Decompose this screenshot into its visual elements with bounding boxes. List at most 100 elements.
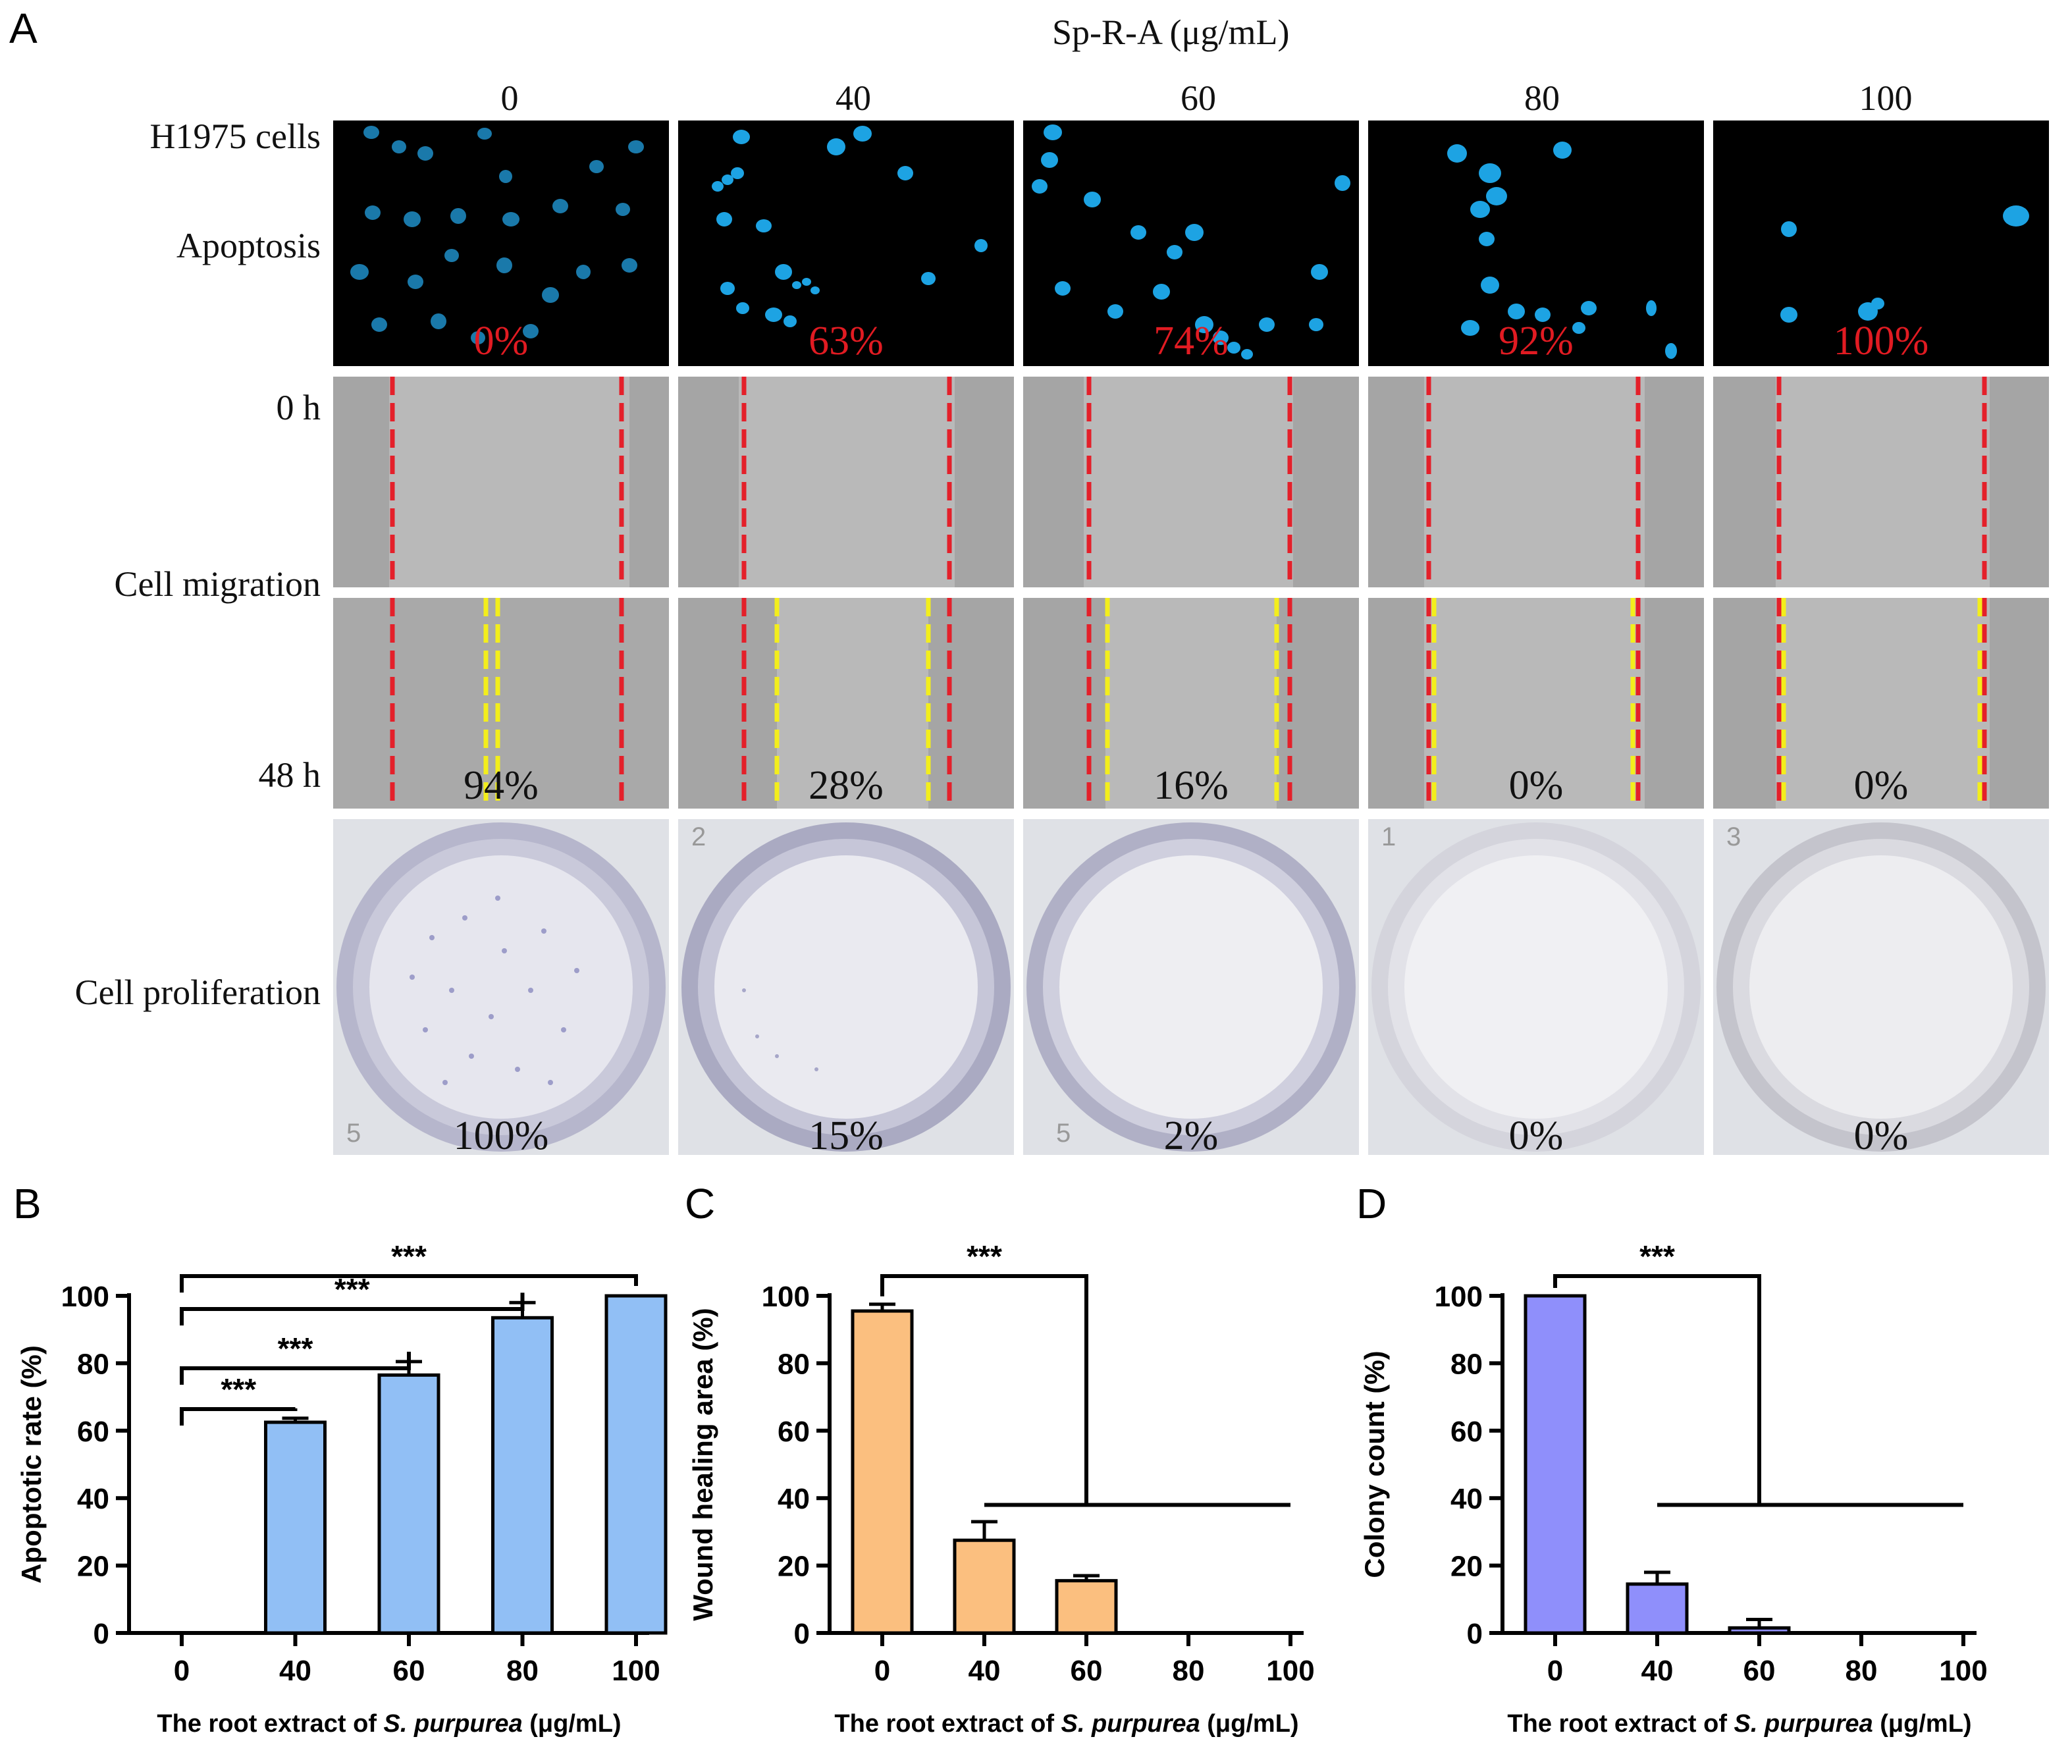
colony-well-image: 5 2% bbox=[1023, 819, 1359, 1155]
significance-bracket bbox=[180, 1407, 298, 1426]
charts-row: B 0 20 40 60 80 100 0 40 60 80 100 *** *** *** *** Apopt… bbox=[0, 1172, 2072, 1761]
colony-percent: 100% bbox=[453, 1113, 549, 1155]
well-number: 5 bbox=[346, 1119, 361, 1148]
concentration-label: 0 bbox=[500, 78, 519, 118]
wound-lines bbox=[1713, 598, 2049, 809]
colony-percent: 0% bbox=[1853, 1113, 1909, 1155]
x-axis-label-unit: (μg/mL) bbox=[1873, 1710, 1972, 1738]
bar bbox=[953, 1538, 1016, 1635]
x-axis-label: The root extract of S. purpurea (μg/mL) bbox=[157, 1710, 621, 1738]
x-axis-label-species: S. purpurea bbox=[384, 1710, 523, 1738]
colony-percent: 15% bbox=[809, 1113, 884, 1155]
migration-percent: 16% bbox=[1154, 763, 1229, 808]
bar bbox=[1626, 1582, 1689, 1635]
y-tick-label: 20 bbox=[77, 1551, 109, 1583]
x-tick-label: 80 bbox=[1173, 1655, 1205, 1687]
concentration-label: 80 bbox=[1524, 78, 1560, 118]
x-axis-label-species: S. purpurea bbox=[1734, 1710, 1873, 1738]
apoptosis-image: 0% bbox=[333, 120, 669, 366]
apoptosis-image: 63% bbox=[678, 120, 1014, 366]
x-axis-label-prefix: The root extract of bbox=[1507, 1710, 1734, 1738]
significance-stars: *** bbox=[278, 1331, 313, 1366]
apoptosis-percent: 92% bbox=[1499, 319, 1574, 363]
y-tick-label: 20 bbox=[778, 1551, 810, 1583]
panel-a-letter: A bbox=[9, 5, 38, 52]
y-axis-label: Apoptotic rate (%) bbox=[16, 1345, 47, 1584]
wound-lines bbox=[678, 377, 1014, 587]
wound-lines bbox=[333, 598, 669, 809]
y-tick-label: 60 bbox=[77, 1416, 109, 1448]
significance-bracket bbox=[180, 1274, 638, 1293]
y-tick-label: 40 bbox=[778, 1483, 810, 1515]
row-label-cells: H1975 cells bbox=[149, 117, 321, 156]
wound-lines bbox=[1023, 377, 1359, 587]
migration-48h-image: 0% bbox=[1713, 598, 2049, 809]
culture-well: 5 bbox=[336, 822, 666, 1152]
significance-bracket bbox=[180, 1351, 411, 1385]
bar bbox=[1728, 1626, 1791, 1635]
x-tick-label: 60 bbox=[1071, 1655, 1103, 1687]
wound-lines bbox=[1713, 377, 2049, 587]
y-tick-label: 0 bbox=[1467, 1618, 1483, 1650]
culture-well: 3 bbox=[1716, 822, 2046, 1152]
row-label-migration: Cell migration bbox=[114, 564, 321, 604]
migration-0h-image bbox=[333, 377, 669, 587]
x-tick-label: 0 bbox=[174, 1655, 190, 1687]
y-tick-label: 20 bbox=[1450, 1551, 1483, 1583]
treatment-title: Sp-R-A (μg/mL) bbox=[1052, 13, 1290, 52]
migration-48h-image: 94% bbox=[333, 598, 669, 809]
bar bbox=[851, 1309, 914, 1635]
chart-d: D 0 20 40 60 80 100 0 40 60 80 100 *** Colony count (… bbox=[1356, 1180, 1988, 1738]
wound-lines bbox=[1368, 598, 1704, 809]
y-tick-label: 40 bbox=[77, 1483, 109, 1515]
concentration-label: 40 bbox=[836, 78, 871, 118]
y-tick-label: 80 bbox=[1450, 1348, 1483, 1380]
significance-bracket bbox=[180, 1293, 525, 1325]
apoptosis-image: 100% bbox=[1713, 120, 2049, 366]
panel-letter: D bbox=[1356, 1180, 1387, 1227]
culture-well: 5 bbox=[1026, 822, 1356, 1152]
bar bbox=[1055, 1579, 1118, 1635]
x-tick-label: 80 bbox=[1846, 1655, 1878, 1687]
chart-c: C 0 20 40 60 80 100 0 40 60 80 100 *** Wound healing … bbox=[685, 1180, 1315, 1738]
x-axis-label-species: S. purpurea bbox=[1061, 1710, 1200, 1738]
x-tick-label: 40 bbox=[279, 1655, 311, 1687]
row-label-proliferation: Cell proliferation bbox=[74, 973, 321, 1012]
well-number: 5 bbox=[1056, 1119, 1071, 1148]
x-tick-label: 0 bbox=[1547, 1655, 1563, 1687]
x-tick-label: 80 bbox=[506, 1655, 539, 1687]
significance-stars: *** bbox=[391, 1239, 427, 1273]
migration-0h-image bbox=[1368, 377, 1704, 587]
migration-percent: 28% bbox=[809, 763, 884, 808]
bar bbox=[1524, 1294, 1587, 1635]
x-axis-label-unit: (μg/mL) bbox=[1200, 1710, 1299, 1738]
row-label-0h: 0 h bbox=[276, 388, 321, 427]
y-tick-label: 60 bbox=[778, 1416, 810, 1448]
apoptosis-percent: 100% bbox=[1833, 319, 1929, 363]
y-tick-label: 80 bbox=[77, 1348, 109, 1380]
significance-stars: *** bbox=[221, 1372, 256, 1406]
x-tick-label: 0 bbox=[874, 1655, 890, 1687]
well-number: 2 bbox=[691, 822, 706, 851]
colony-well-image: 1 0% bbox=[1368, 819, 1704, 1155]
significance-bracket bbox=[880, 1274, 1088, 1505]
y-tick-label: 0 bbox=[794, 1618, 810, 1650]
nuclei-field bbox=[350, 126, 644, 344]
x-tick-label: 100 bbox=[1266, 1655, 1314, 1687]
wound-lines bbox=[678, 598, 1014, 809]
x-tick-label: 100 bbox=[1939, 1655, 1987, 1687]
y-tick-label: 40 bbox=[1450, 1483, 1483, 1515]
migration-0h-image bbox=[1023, 377, 1359, 587]
x-tick-label: 60 bbox=[1743, 1655, 1776, 1687]
x-tick-label: 100 bbox=[612, 1655, 660, 1687]
nuclei-field bbox=[712, 126, 988, 327]
y-tick-label: 100 bbox=[762, 1281, 810, 1313]
bar bbox=[491, 1316, 554, 1635]
row-label-48h: 48 h bbox=[258, 755, 321, 795]
migration-percent: 94% bbox=[464, 763, 539, 808]
x-tick-label: 40 bbox=[1641, 1655, 1674, 1687]
significance-bracket bbox=[1553, 1274, 1761, 1505]
significance-stars: *** bbox=[967, 1239, 1002, 1273]
bar bbox=[377, 1373, 440, 1635]
wound-lines bbox=[1023, 598, 1359, 809]
